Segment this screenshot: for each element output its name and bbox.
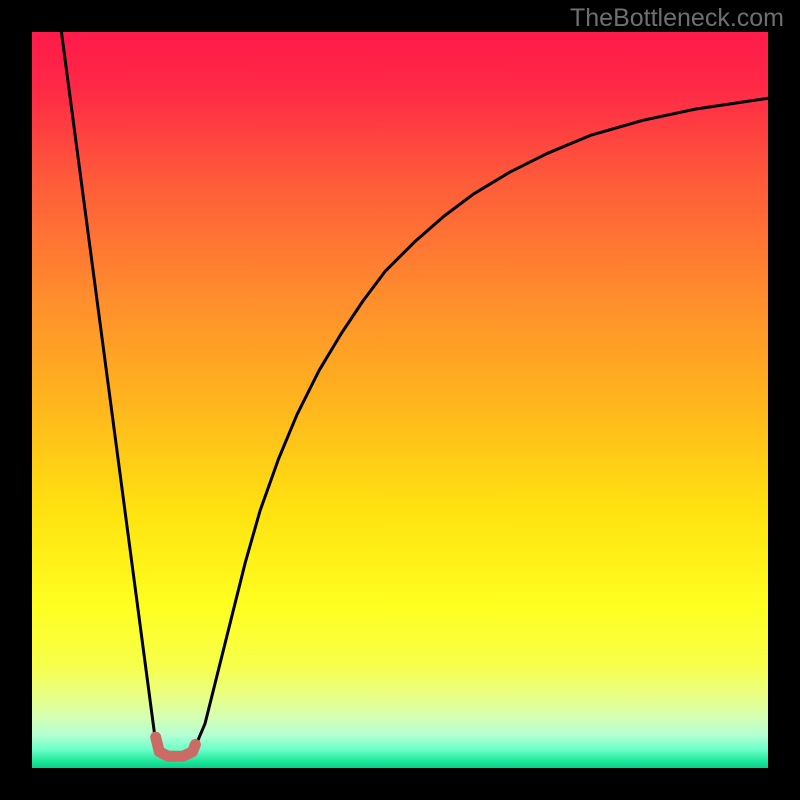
watermark-text: TheBottleneck.com: [570, 4, 784, 33]
bottleneck-curve: [61, 32, 768, 753]
curve-layer: [32, 32, 768, 768]
plot-area: [32, 32, 768, 768]
bottleneck-connector: [156, 737, 196, 756]
chart-frame: TheBottleneck.com: [0, 0, 800, 800]
